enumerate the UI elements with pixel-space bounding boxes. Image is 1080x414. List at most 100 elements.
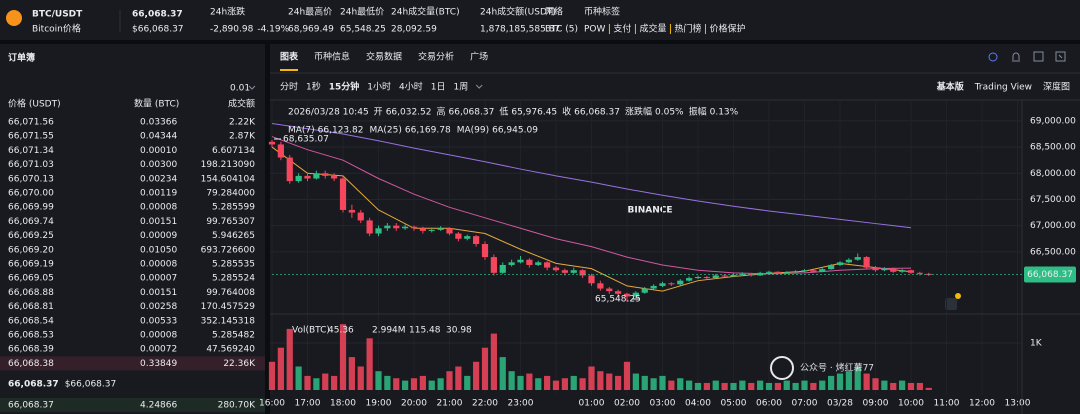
ask-qty: 0.00008 [140, 203, 177, 213]
volume-bar [508, 371, 515, 390]
ai-icon[interactable] [988, 52, 998, 62]
ask-price: 66,069.20 [8, 245, 54, 255]
candle-body [872, 267, 879, 271]
x-tick-label: 03/28 [827, 399, 853, 409]
bell-icon[interactable] [1012, 52, 1020, 62]
interval[interactable]: 15分钟 [329, 81, 360, 93]
candle-body [535, 262, 542, 265]
volume-legend: 2.994M [372, 326, 406, 336]
volume-bar [810, 382, 817, 390]
interval[interactable]: 4小时 [399, 81, 423, 93]
candle-body [907, 270, 915, 273]
ohlc-value: 66,032.52 [386, 108, 432, 118]
expand-icon[interactable] [1055, 51, 1066, 62]
candle-body [810, 270, 817, 272]
toolbar-icons[interactable] [988, 51, 1066, 62]
ask-price: 66,068.53 [8, 331, 54, 341]
volume-bar [331, 375, 338, 390]
ask-price: 66,068.81 [8, 302, 54, 312]
x-tick-label: 09:00 [863, 399, 889, 409]
overlay-text: 公众号 · 烤红薯77 [800, 362, 874, 374]
tab[interactable]: 图表 [280, 51, 299, 63]
ask-price: 66,068.88 [8, 288, 54, 298]
tab[interactable]: 交易分析 [418, 51, 454, 63]
volume-bar [464, 375, 471, 390]
volume-bar [446, 371, 453, 390]
candle-body [579, 270, 586, 276]
orderbook-step[interactable]: 0.01 [230, 84, 250, 94]
interval[interactable]: 1周 [453, 82, 468, 93]
volume-bar [366, 338, 373, 390]
volume-bar [641, 375, 648, 390]
interval[interactable]: 分时 [280, 81, 298, 93]
high-label: 68,635.07 [283, 135, 329, 145]
tab[interactable]: 交易数据 [366, 51, 402, 63]
volume-bar [686, 380, 693, 390]
dropdown-icon [248, 85, 256, 90]
tag[interactable]: 价格保护 [709, 23, 745, 35]
chart-tool-icon[interactable] [945, 298, 957, 310]
ask-price: 66,071.34 [8, 146, 54, 156]
candle-body [348, 209, 355, 213]
x-tick-label: 05:00 [721, 399, 747, 409]
candle-body [916, 272, 923, 274]
candle-body [792, 271, 799, 273]
volume-bar [428, 380, 435, 390]
interval[interactable]: 1秒 [306, 81, 321, 93]
bid-total: 280.70K [218, 401, 256, 411]
ma-value: 66,945.09 [492, 126, 538, 136]
interval[interactable]: 1日 [431, 82, 446, 93]
ask-total: 693.726600 [201, 245, 256, 255]
ask-qty: 0.00009 [140, 231, 177, 241]
volume-bar [792, 382, 799, 390]
y-tick-label: 68,500.00 [1030, 143, 1076, 153]
volume-bar [295, 366, 302, 390]
candle-body [331, 175, 338, 179]
stat-value: BTC (5) [545, 25, 578, 35]
x-tick-label: 12:00 [969, 399, 995, 409]
volume-bar [828, 375, 835, 390]
view-option[interactable]: Trading View [974, 83, 1032, 93]
volume-bar [437, 378, 444, 390]
candle-body [739, 273, 746, 275]
ma-value: 66,169.78 [405, 126, 451, 136]
x-tick-label: 02:00 [614, 399, 640, 409]
tag[interactable]: 支付 [613, 23, 631, 35]
ohlc-value: 66,068.37 [449, 108, 495, 118]
volume-bar [916, 382, 923, 390]
y-tick-label: 67,500.00 [1030, 195, 1076, 205]
candle-body [801, 270, 808, 272]
candle-body [836, 262, 844, 265]
tag[interactable]: 成交量 [639, 23, 666, 35]
event-dot[interactable] [955, 293, 961, 299]
candle-body [473, 236, 480, 244]
mid-price: 66,068.37 [8, 380, 59, 390]
ohlc-time: 2026/03/28 10:45 [288, 108, 369, 118]
ask-total: 5.285535 [212, 260, 255, 270]
volume-bar [384, 375, 391, 390]
candle-body [712, 275, 719, 279]
ask-total: 99.764008 [206, 288, 255, 298]
grid-icon[interactable] [1033, 51, 1044, 62]
x-tick-label: 20:00 [401, 399, 427, 409]
candle-body [268, 141, 276, 145]
x-tick-label: 23:00 [508, 399, 534, 409]
tag[interactable]: 热门榜 [674, 23, 701, 35]
interval[interactable]: 1小时 [367, 81, 391, 93]
volume-bar [925, 387, 932, 390]
ask-total: 99.765307 [206, 217, 255, 227]
volume-bar [801, 380, 808, 390]
view-option[interactable]: 基本版 [936, 81, 964, 93]
volume-bar [606, 373, 613, 390]
view-option[interactable]: 深度图 [1043, 81, 1070, 93]
ask-qty: 0.03366 [140, 118, 177, 128]
tab[interactable]: 币种信息 [314, 51, 350, 63]
tab[interactable]: 广场 [470, 51, 488, 63]
candle-body [384, 225, 391, 229]
volume-bar [659, 375, 666, 390]
candle-body [899, 270, 906, 272]
candle-body [650, 285, 657, 289]
tag[interactable]: POW [584, 25, 606, 35]
candle-body [828, 264, 835, 270]
volume-bar [748, 382, 755, 390]
